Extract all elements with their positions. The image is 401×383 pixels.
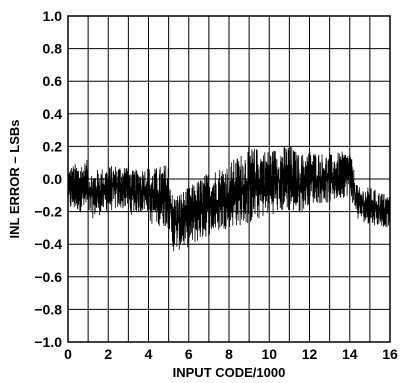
x-tick-label: 12 <box>302 346 318 362</box>
y-tick-label: −0.6 <box>34 269 62 285</box>
x-axis-title: INPUT CODE/1000 <box>173 365 286 380</box>
x-tick-label: 2 <box>104 346 112 362</box>
x-tick-label: 8 <box>225 346 233 362</box>
y-tick-label: −0.4 <box>34 236 62 252</box>
x-tick-label: 16 <box>382 346 398 362</box>
y-tick-label: −0.8 <box>34 301 62 317</box>
y-tick-label: 0.8 <box>43 41 63 57</box>
tick-layer: 0 2 4 6 8 10 12 14 16 −1.0 −0.8 −0.6 −0.4 −0.2 0.0 0.2 0… <box>34 8 398 362</box>
y-tick-label: 0.0 <box>43 171 63 187</box>
y-tick-label: −1.0 <box>34 334 62 350</box>
y-tick-label: 0.2 <box>43 138 63 154</box>
y-tick-label: 0.4 <box>43 106 63 122</box>
x-tick-label: 0 <box>64 346 72 362</box>
inl-error-trace <box>67 145 391 252</box>
x-tick-label: 4 <box>145 346 153 362</box>
y-tick-label: 0.6 <box>43 73 63 89</box>
x-tick-label: 14 <box>342 346 358 362</box>
plot-frame <box>67 15 391 343</box>
y-tick-label: −0.2 <box>34 204 62 220</box>
x-tick-label: 6 <box>185 346 193 362</box>
y-axis-title: INL ERROR – LSBs <box>7 120 22 239</box>
x-tick-label: 10 <box>261 346 277 362</box>
y-tick-label: 1.0 <box>43 8 63 24</box>
trace-layer <box>67 145 391 252</box>
